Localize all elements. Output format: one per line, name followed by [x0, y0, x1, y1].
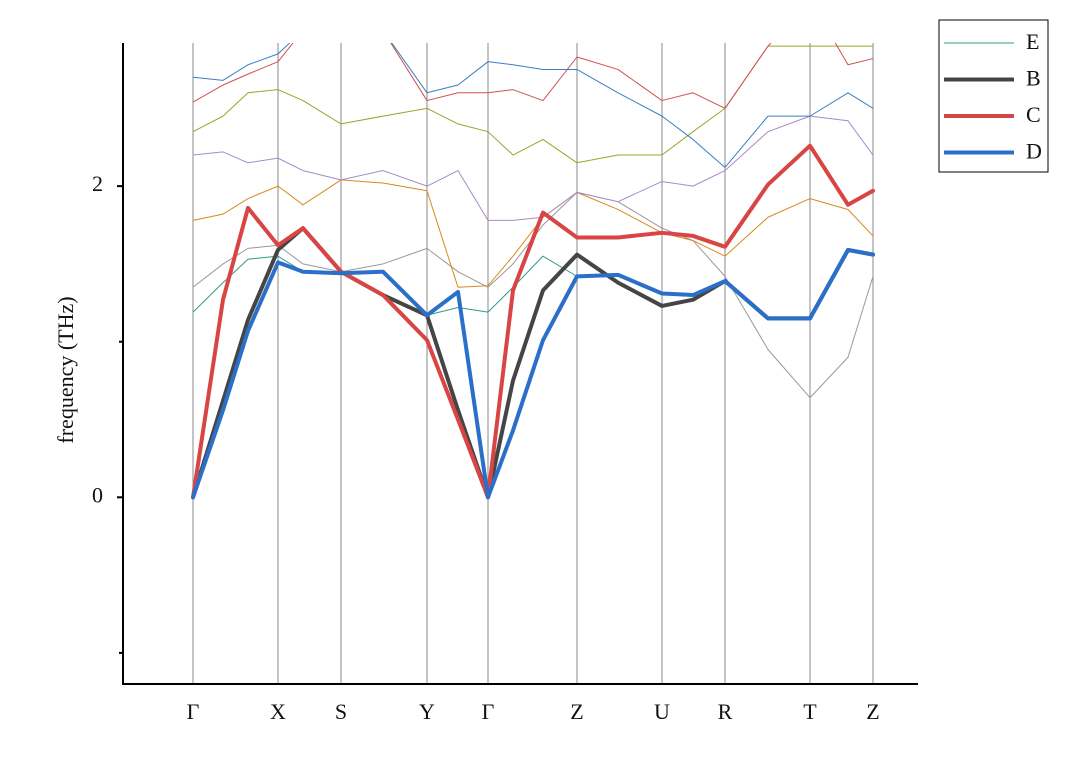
legend-label: E — [1026, 29, 1039, 54]
band-line — [192, 191, 874, 399]
legend-box — [938, 19, 1049, 173]
x-tick-label: Γ — [482, 699, 495, 724]
band-line — [192, 43, 874, 168]
x-tick-label: Γ — [187, 699, 200, 724]
band-line — [192, 43, 874, 109]
band-line — [191, 143, 875, 500]
legend-label: C — [1026, 102, 1041, 127]
x-tick-label: R — [718, 699, 733, 724]
plot-area — [191, 43, 875, 500]
x-tick-label: X — [270, 699, 286, 724]
x-tick-label: Z — [866, 699, 879, 724]
y-tick-label: 2 — [92, 171, 103, 196]
x-tick-label: S — [335, 699, 347, 724]
y-axis-label: frequency (THz) — [53, 296, 78, 443]
band-line — [192, 249, 874, 319]
legend-label: D — [1026, 139, 1042, 164]
band-line — [192, 45, 874, 164]
y-tick-label: 0 — [92, 482, 103, 507]
band-line — [192, 115, 874, 221]
x-tick-label: Y — [419, 699, 435, 724]
x-tick-label: U — [654, 699, 670, 724]
grid — [192, 43, 874, 684]
legend-label: B — [1026, 66, 1041, 91]
x-tick-label: T — [803, 699, 817, 724]
band-line — [191, 247, 875, 500]
x-tick-label: Z — [570, 699, 583, 724]
band-line — [192, 179, 874, 288]
